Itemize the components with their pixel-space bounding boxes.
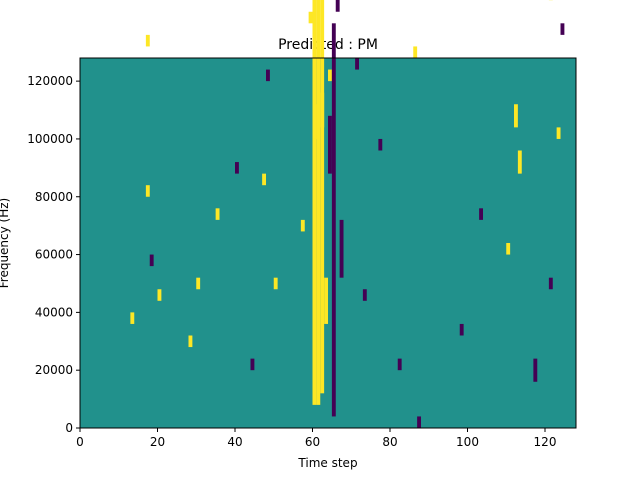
heatmap-cell-high xyxy=(413,46,418,58)
heatmap-cell-high xyxy=(308,11,313,24)
x-tick-label: 60 xyxy=(305,435,320,449)
heatmap-cell-high xyxy=(514,104,518,128)
heatmap-cell-high xyxy=(556,127,561,139)
x-axis-label: Time step xyxy=(297,456,357,470)
heatmap-cells xyxy=(130,0,565,428)
heatmap-cell-low xyxy=(548,277,553,290)
heatmap-cell-low xyxy=(250,358,255,371)
heatmap-cell-low xyxy=(235,162,239,174)
y-tick-label: 100000 xyxy=(27,132,73,146)
heatmap-cell-high xyxy=(215,208,220,220)
heatmap-cell-high xyxy=(130,312,135,324)
heatmap-cell-high xyxy=(316,0,321,405)
y-tick-label: 20000 xyxy=(35,363,73,377)
heatmap-cell-high xyxy=(506,243,511,255)
heatmap-cell-high xyxy=(262,173,267,186)
x-tick-label: 40 xyxy=(227,435,242,449)
heatmap-cell-low xyxy=(335,0,340,12)
heatmap-background xyxy=(80,58,576,428)
x-tick-label: 120 xyxy=(534,435,557,449)
heatmap-cell-low xyxy=(331,23,336,417)
heatmap-cell-low xyxy=(459,323,464,336)
heatmap-cell-low xyxy=(560,23,565,35)
heatmap-cell-high xyxy=(517,150,522,174)
heatmap-cell-low xyxy=(149,254,154,267)
heatmap-cell-low xyxy=(397,358,402,371)
x-tick-label: 80 xyxy=(382,435,397,449)
heatmap-cell-high xyxy=(324,277,329,324)
heatmap-cell-high xyxy=(312,0,317,405)
y-tick-label: 40000 xyxy=(35,305,73,319)
heatmap-cell-high xyxy=(196,277,201,290)
heatmap-cell-low xyxy=(417,416,422,428)
heatmap-plot-area xyxy=(79,0,577,429)
heatmap-cell-low xyxy=(362,289,367,301)
heatmap-cell-high xyxy=(312,104,317,139)
heatmap-cell-low xyxy=(339,219,344,278)
y-tick-label: 0 xyxy=(65,421,73,435)
heatmap-cell-low xyxy=(479,208,484,220)
heatmap-cell-high xyxy=(157,289,162,301)
heatmap-cell-high xyxy=(300,219,305,232)
heatmap-cell-low xyxy=(533,358,538,382)
heatmap-cell-high xyxy=(188,335,193,348)
y-axis-ticks: 0 20000 40000 60000 80000 100000 120000 xyxy=(27,74,80,435)
x-tick-label: 0 xyxy=(76,435,84,449)
heatmap-cell-low xyxy=(328,115,332,174)
y-tick-label: 120000 xyxy=(27,74,73,88)
heatmap-cell-high xyxy=(328,69,332,82)
heatmap-cell-low xyxy=(378,138,383,151)
y-axis-label: Frequency (Hz) xyxy=(0,198,11,289)
heatmap-cell-high xyxy=(145,34,150,47)
heatmap-cell-high xyxy=(273,277,278,290)
heatmap-cell-high xyxy=(320,92,325,128)
y-tick-label: 80000 xyxy=(35,190,73,204)
x-tick-label: 20 xyxy=(150,435,165,449)
heatmap-cell-high xyxy=(320,0,325,394)
y-tick-label: 60000 xyxy=(35,248,73,262)
x-tick-label: 100 xyxy=(456,435,479,449)
heatmap-cell-high xyxy=(145,185,150,197)
chart-title: Predicted : PM xyxy=(278,37,378,53)
x-axis-ticks: 0 20 40 60 80 100 120 xyxy=(76,428,556,449)
heatmap-cell-low xyxy=(355,58,360,70)
plot-frame xyxy=(79,57,577,429)
heatmap-cell-low xyxy=(266,69,270,82)
